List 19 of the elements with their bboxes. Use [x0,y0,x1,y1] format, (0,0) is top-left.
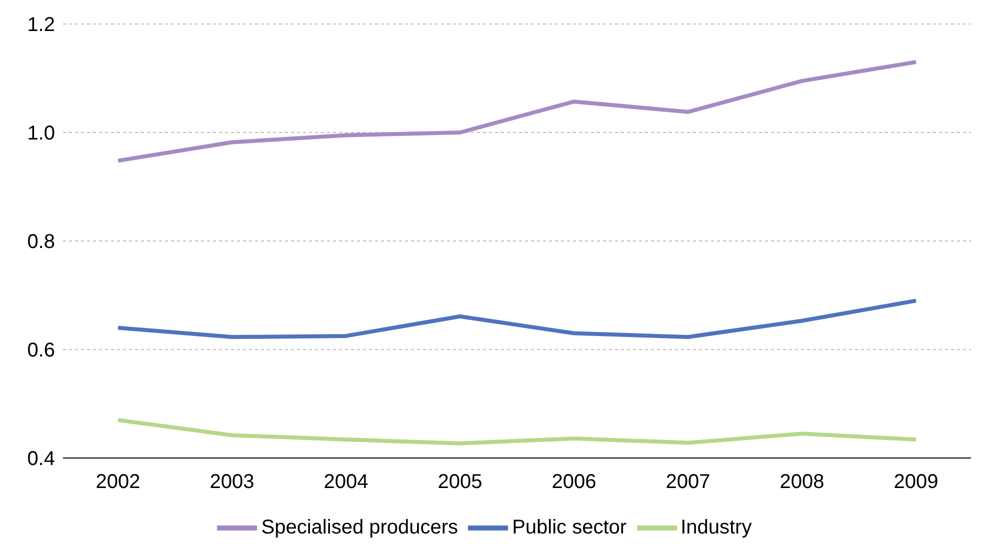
x-tick-label: 2008 [780,471,824,494]
x-tick-label: 2006 [552,471,596,494]
line-series [116,60,918,163]
y-tick-label: 0.6 [27,340,55,362]
line-series [116,298,918,340]
x-tick-label: 2009 [894,471,938,494]
line-series [116,418,918,446]
legend-label: Industry [680,516,752,538]
legend-label: Public sector [512,516,627,538]
y-tick-label: 0.8 [27,231,55,254]
x-tick-label: 2002 [96,471,140,494]
x-tick-label: 2004 [324,471,368,494]
legend-label: Specialised producers [261,516,458,538]
x-tick-label: 2007 [666,471,710,494]
y-tick-label: 0.4 [27,448,55,470]
y-tick-label: 1.0 [27,122,55,145]
y-tick-label: 1.2 [27,14,55,36]
x-tick-label: 2003 [210,471,254,494]
x-tick-label: 2005 [438,471,482,494]
